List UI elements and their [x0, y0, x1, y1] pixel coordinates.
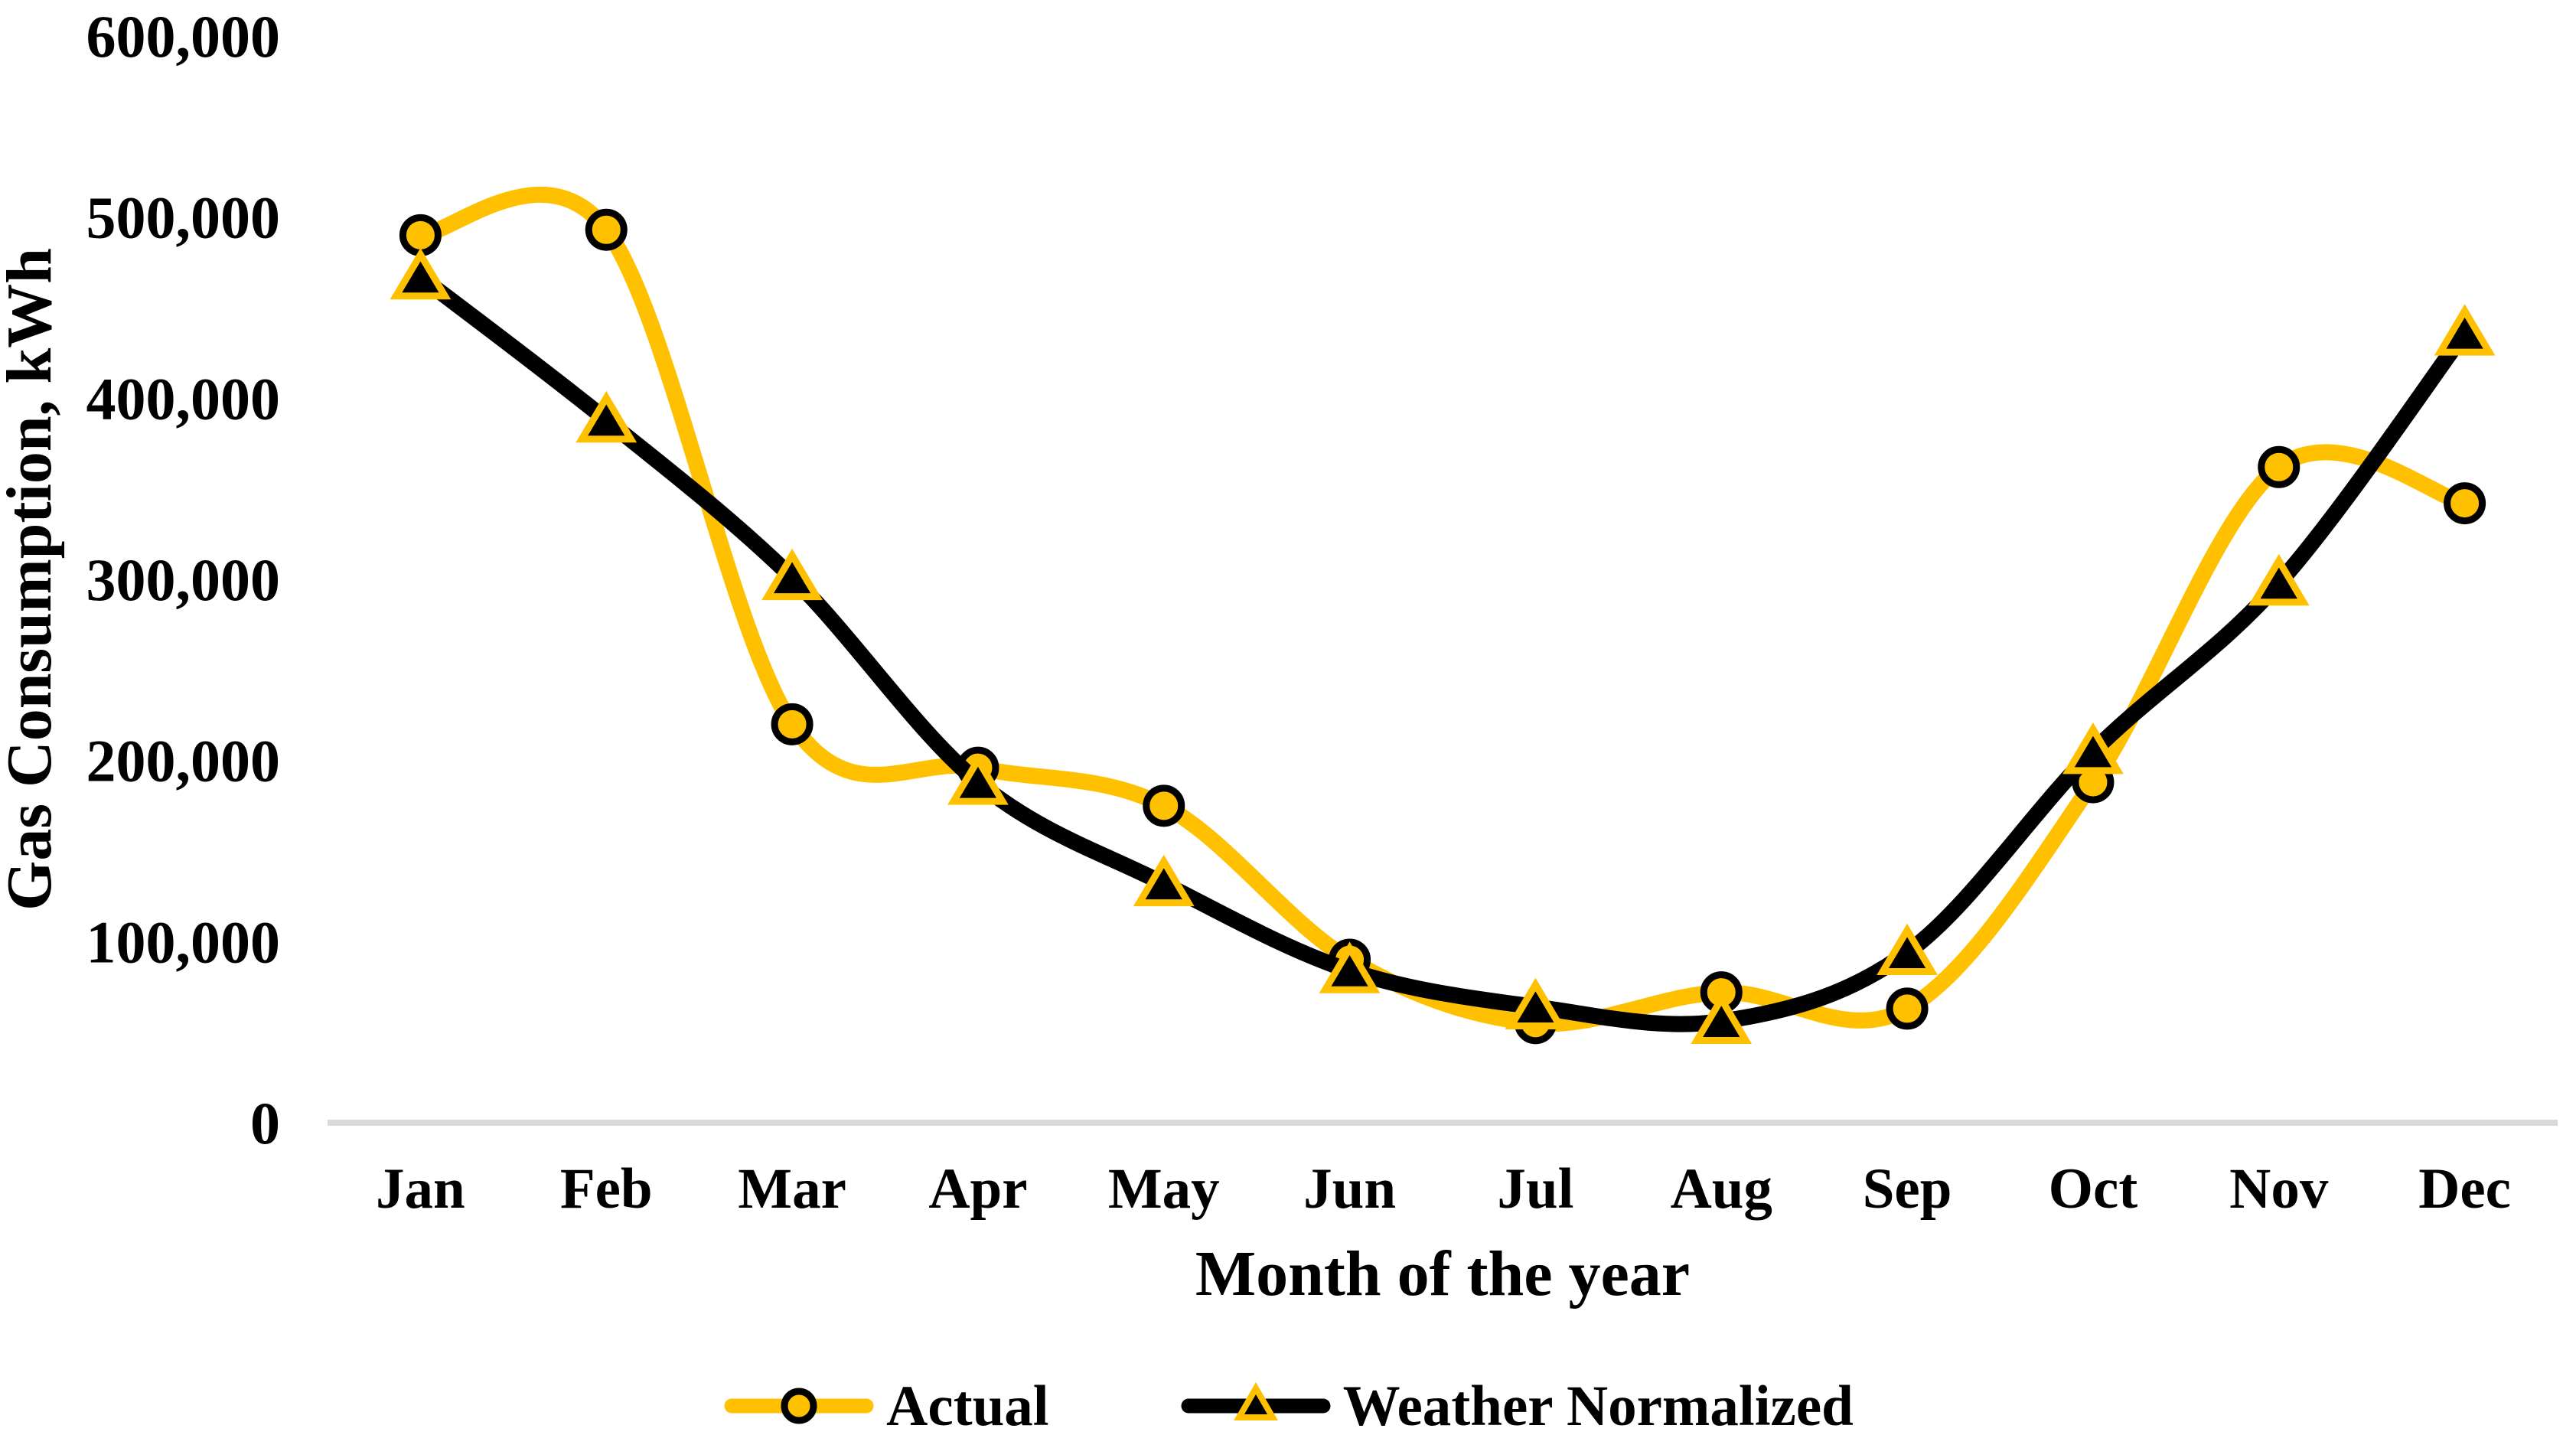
x-tick-label-may: May — [1108, 1157, 1220, 1221]
x-tick-label-apr: Apr — [928, 1157, 1027, 1221]
actual-series-line[interactable] — [412, 186, 2473, 1032]
weather-normalized-marker-nov[interactable] — [2248, 553, 2310, 606]
x-tick-label-oct: Oct — [2049, 1157, 2138, 1221]
y-axis-title: Gas Consumption, kWh — [0, 248, 65, 911]
actual-line-swatch — [724, 1388, 874, 1424]
weather-normalized-marker-dec[interactable] — [2434, 304, 2496, 356]
weather-normalized-marker-oct[interactable] — [2062, 722, 2124, 775]
x-tick-label-jan: Jan — [376, 1157, 465, 1221]
actual-marker-may[interactable] — [1143, 784, 1185, 827]
x-tick-label-dec: Dec — [2418, 1157, 2511, 1221]
y-tick-label: 0 — [250, 1090, 280, 1156]
x-tick-label-jun: Jun — [1303, 1157, 1396, 1221]
y-tick-label: 400,000 — [86, 365, 281, 432]
actual-marker-dec[interactable] — [2444, 482, 2486, 525]
weather-normalized-marker-aug[interactable] — [1691, 992, 1753, 1044]
weather-normalized-marker-mar[interactable] — [761, 548, 823, 601]
actual-marker-mar[interactable] — [771, 703, 814, 745]
weather-normalized-marker-jun[interactable] — [1319, 941, 1381, 993]
y-tick-label: 100,000 — [86, 908, 281, 975]
y-tick-label: 300,000 — [86, 546, 281, 613]
x-tick-label-feb: Feb — [560, 1157, 653, 1221]
weather-normalized-line-swatch — [1181, 1382, 1331, 1420]
x-tick-label-aug: Aug — [1671, 1157, 1772, 1221]
x-tick-label-mar: Mar — [738, 1157, 846, 1221]
legend: Actual Weather Normalized — [0, 1364, 2576, 1448]
legend-item-actual[interactable]: Actual — [722, 1374, 1049, 1438]
weather-normalized-marker-jul[interactable] — [1505, 977, 1567, 1030]
actual-marker-nov[interactable] — [2258, 445, 2300, 488]
weather-normalized-marker-sep[interactable] — [1877, 923, 1938, 976]
weather-normalized-series-line[interactable] — [412, 269, 2473, 1032]
x-axis-title: Month of the year — [1195, 1238, 1690, 1309]
legend-item-weather-normalized[interactable]: Weather Normalized — [1179, 1375, 1854, 1437]
x-tick-label-nov: Nov — [2229, 1157, 2329, 1221]
y-tick-label: 200,000 — [86, 728, 281, 794]
actual-marker-jan[interactable] — [399, 214, 442, 256]
weather-normalized-marker-jan[interactable] — [390, 247, 452, 300]
x-tick-label-jul: Jul — [1497, 1157, 1573, 1221]
weather-normalized-marker-may[interactable] — [1133, 854, 1195, 907]
actual-marker-feb[interactable] — [585, 208, 628, 251]
x-tick-label-sep: Sep — [1863, 1157, 1952, 1221]
y-tick-label: 600,000 — [86, 3, 281, 70]
weather-normalized-marker-apr[interactable] — [947, 753, 1009, 805]
legend-label-weather-normalized: Weather Normalized — [1342, 1374, 1854, 1438]
actual-marker-sep[interactable] — [1886, 987, 1929, 1030]
weather-normalized-marker-feb[interactable] — [576, 390, 637, 443]
y-tick-label: 500,000 — [86, 184, 281, 251]
legend-label-actual: Actual — [886, 1374, 1049, 1438]
